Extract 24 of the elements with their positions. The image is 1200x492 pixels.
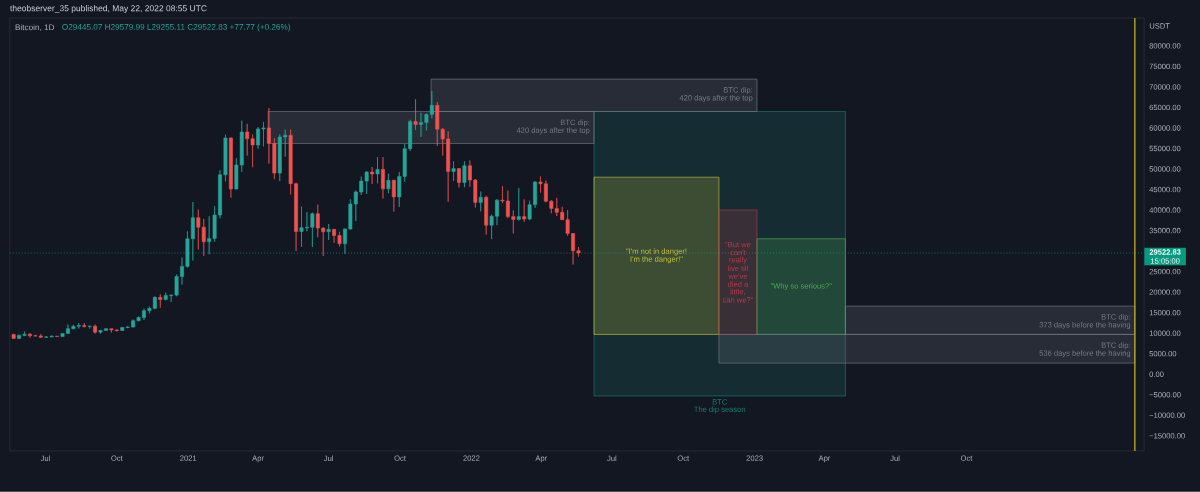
candlestick <box>478 191 483 212</box>
candlestick <box>326 223 331 241</box>
candlestick <box>158 294 163 309</box>
candlestick <box>451 160 456 182</box>
candlestick <box>386 173 391 194</box>
candlestick <box>55 335 60 338</box>
candlestick <box>457 167 461 188</box>
candlestick <box>462 161 467 188</box>
candlestick <box>391 179 396 213</box>
candlestick <box>11 333 16 339</box>
candlestick <box>375 156 380 184</box>
candlestick <box>516 187 521 221</box>
text: theobserver_35 published, May 22, 2022 08:55 UTC <box>10 5 207 13</box>
text: O29445.07 H29579.99 L29255.11 C29522.83 +77.77 (+0.26%) <box>62 23 290 32</box>
candlestick <box>484 195 489 236</box>
candlestick <box>522 199 527 223</box>
text: Bitcoin, 1D <box>15 24 55 32</box>
candlestick <box>87 325 92 329</box>
candlestick <box>381 156 385 199</box>
candlestick <box>370 166 375 185</box>
candlestick <box>228 137 233 199</box>
candlestick <box>413 98 418 131</box>
candlestick <box>93 324 98 334</box>
candlestick <box>82 322 87 328</box>
